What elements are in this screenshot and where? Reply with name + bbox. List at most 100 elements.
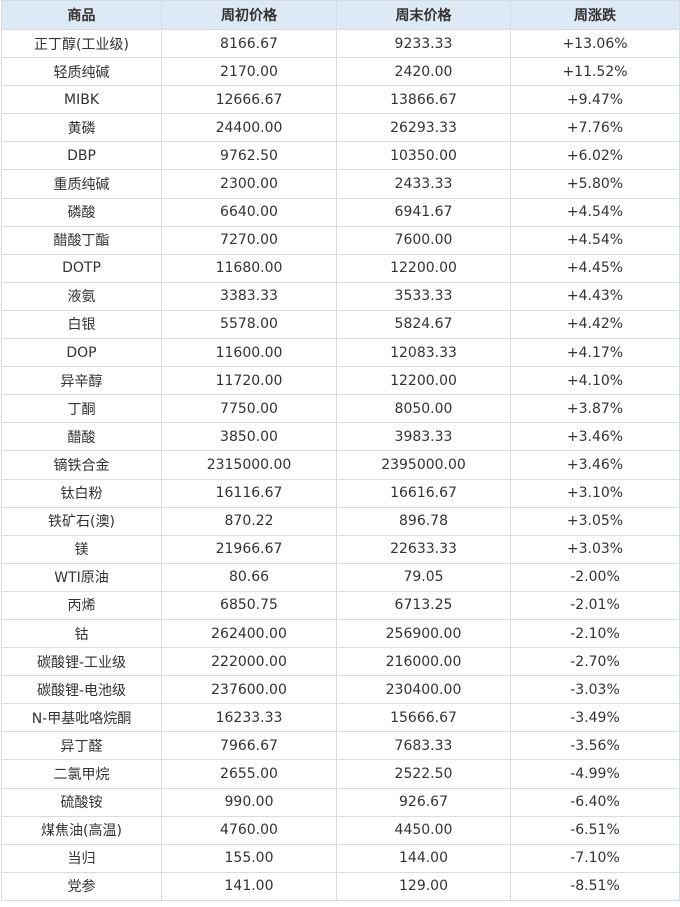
weekly-change-cell: +3.03% bbox=[510, 534, 680, 564]
table-row: 钛白粉 16116.67 16616.67 +3.10% bbox=[1, 478, 680, 508]
commodity-name-cell: DOTP bbox=[1, 253, 162, 283]
commodity-name-cell: DBP bbox=[1, 141, 162, 171]
table-row: 丙烯 6850.75 6713.25 -2.01% bbox=[1, 590, 680, 620]
table-row: 丁酮 7750.00 8050.00 +3.87% bbox=[1, 394, 680, 424]
end-price-cell: 256900.00 bbox=[336, 618, 511, 649]
start-price-cell: 141.00 bbox=[161, 871, 337, 901]
start-price-cell: 21966.67 bbox=[161, 534, 337, 564]
end-price-cell: 7600.00 bbox=[336, 225, 511, 255]
table-row: 镁 21966.67 22633.33 +3.03% bbox=[1, 534, 680, 564]
commodity-name-cell: 煤焦油(高温) bbox=[1, 815, 162, 845]
commodity-name-cell: 二氯甲烷 bbox=[1, 759, 162, 789]
end-price-cell: 12200.00 bbox=[336, 366, 511, 396]
commodity-name-cell: 黄磷 bbox=[1, 113, 162, 143]
start-price-cell: 2655.00 bbox=[161, 759, 337, 789]
start-price-cell: 12666.67 bbox=[161, 85, 337, 115]
weekly-change-cell: +13.06% bbox=[510, 28, 680, 59]
commodity-name-cell: N-甲基吡咯烷酮 bbox=[1, 703, 162, 733]
table-row: 磷酸 6640.00 6941.67 +4.54% bbox=[1, 197, 680, 227]
end-price-cell: 216000.00 bbox=[336, 647, 511, 677]
table-body: 正丁醇(工业级) 8166.67 9233.33 +13.06% 轻质纯碱 2170.00… bbox=[1, 28, 680, 901]
end-price-cell: 129.00 bbox=[336, 871, 511, 901]
table-row: 镝铁合金 2315000.00 2395000.00 +3.46% bbox=[1, 450, 680, 480]
commodity-name-cell: 钛白粉 bbox=[1, 478, 162, 508]
weekly-change-cell: +5.80% bbox=[510, 169, 680, 199]
commodity-name-cell: 铁矿石(澳) bbox=[1, 506, 162, 536]
start-price-cell: 155.00 bbox=[161, 843, 337, 873]
header-commodity: 商品 bbox=[1, 0, 162, 30]
table-row: 醋酸 3850.00 3983.33 +3.46% bbox=[1, 422, 680, 452]
weekly-change-cell: -7.10% bbox=[510, 843, 680, 873]
table-row: 碳酸锂-电池级 237600.00 230400.00 -3.03% bbox=[1, 675, 680, 705]
end-price-cell: 16616.67 bbox=[336, 478, 511, 508]
end-price-cell: 7683.33 bbox=[336, 731, 511, 761]
end-price-cell: 9233.33 bbox=[336, 28, 511, 59]
weekly-change-cell: +7.76% bbox=[510, 113, 680, 143]
commodity-name-cell: 丙烯 bbox=[1, 590, 162, 620]
start-price-cell: 222000.00 bbox=[161, 647, 337, 677]
commodity-name-cell: 液氨 bbox=[1, 281, 162, 311]
table-row: DBP 9762.50 10350.00 +6.02% bbox=[1, 141, 680, 171]
weekly-change-cell: -2.01% bbox=[510, 590, 680, 620]
end-price-cell: 3983.33 bbox=[336, 422, 511, 452]
commodity-name-cell: 丁酮 bbox=[1, 394, 162, 424]
weekly-change-cell: -2.10% bbox=[510, 618, 680, 649]
start-price-cell: 990.00 bbox=[161, 787, 337, 817]
start-price-cell: 24400.00 bbox=[161, 113, 337, 143]
header-weekly-change: 周涨跌 bbox=[510, 0, 680, 30]
weekly-change-cell: +4.54% bbox=[510, 225, 680, 255]
commodity-name-cell: WTI原油 bbox=[1, 562, 162, 592]
end-price-cell: 12083.33 bbox=[336, 338, 511, 368]
commodity-name-cell: 镁 bbox=[1, 534, 162, 564]
end-price-cell: 4450.00 bbox=[336, 815, 511, 845]
end-price-cell: 3533.33 bbox=[336, 281, 511, 311]
weekly-change-cell: +3.46% bbox=[510, 450, 680, 480]
start-price-cell: 237600.00 bbox=[161, 675, 337, 705]
end-price-cell: 5824.67 bbox=[336, 309, 511, 340]
table-row: 正丁醇(工业级) 8166.67 9233.33 +13.06% bbox=[1, 28, 680, 59]
start-price-cell: 11680.00 bbox=[161, 253, 337, 283]
table-row: 轻质纯碱 2170.00 2420.00 +11.52% bbox=[1, 57, 680, 87]
commodity-name-cell: 醋酸丁酯 bbox=[1, 225, 162, 255]
start-price-cell: 262400.00 bbox=[161, 618, 337, 649]
end-price-cell: 15666.67 bbox=[336, 703, 511, 733]
end-price-cell: 926.67 bbox=[336, 787, 511, 817]
end-price-cell: 26293.33 bbox=[336, 113, 511, 143]
commodity-name-cell: 当归 bbox=[1, 843, 162, 873]
commodity-name-cell: 异丁醛 bbox=[1, 731, 162, 761]
table-row: 黄磷 24400.00 26293.33 +7.76% bbox=[1, 113, 680, 143]
weekly-change-cell: +4.17% bbox=[510, 338, 680, 368]
start-price-cell: 3383.33 bbox=[161, 281, 337, 311]
table-row: 异辛醇 11720.00 12200.00 +4.10% bbox=[1, 366, 680, 396]
end-price-cell: 144.00 bbox=[336, 843, 511, 873]
weekly-change-cell: +4.54% bbox=[510, 197, 680, 227]
table-row: WTI原油 80.66 79.05 -2.00% bbox=[1, 562, 680, 592]
end-price-cell: 22633.33 bbox=[336, 534, 511, 564]
end-price-cell: 13866.67 bbox=[336, 85, 511, 115]
commodity-name-cell: DOP bbox=[1, 338, 162, 368]
weekly-change-cell: -4.99% bbox=[510, 759, 680, 789]
table-row: 碳酸锂-工业级 222000.00 216000.00 -2.70% bbox=[1, 647, 680, 677]
weekly-change-cell: -2.70% bbox=[510, 647, 680, 677]
start-price-cell: 6640.00 bbox=[161, 197, 337, 227]
start-price-cell: 80.66 bbox=[161, 562, 337, 592]
start-price-cell: 2300.00 bbox=[161, 169, 337, 199]
end-price-cell: 896.78 bbox=[336, 506, 511, 536]
commodity-name-cell: 磷酸 bbox=[1, 197, 162, 227]
end-price-cell: 12200.00 bbox=[336, 253, 511, 283]
start-price-cell: 7750.00 bbox=[161, 394, 337, 424]
end-price-cell: 2395000.00 bbox=[336, 450, 511, 480]
weekly-change-cell: +4.42% bbox=[510, 309, 680, 340]
weekly-change-cell: -8.51% bbox=[510, 871, 680, 901]
weekly-change-cell: -3.49% bbox=[510, 703, 680, 733]
commodity-name-cell: 硫酸铵 bbox=[1, 787, 162, 817]
table-row: N-甲基吡咯烷酮 16233.33 15666.67 -3.49% bbox=[1, 703, 680, 733]
weekly-change-cell: +9.47% bbox=[510, 85, 680, 115]
start-price-cell: 4760.00 bbox=[161, 815, 337, 845]
commodity-name-cell: 正丁醇(工业级) bbox=[1, 28, 162, 59]
start-price-cell: 16233.33 bbox=[161, 703, 337, 733]
end-price-cell: 2522.50 bbox=[336, 759, 511, 789]
commodity-name-cell: 异辛醇 bbox=[1, 366, 162, 396]
weekly-change-cell: +4.43% bbox=[510, 281, 680, 311]
